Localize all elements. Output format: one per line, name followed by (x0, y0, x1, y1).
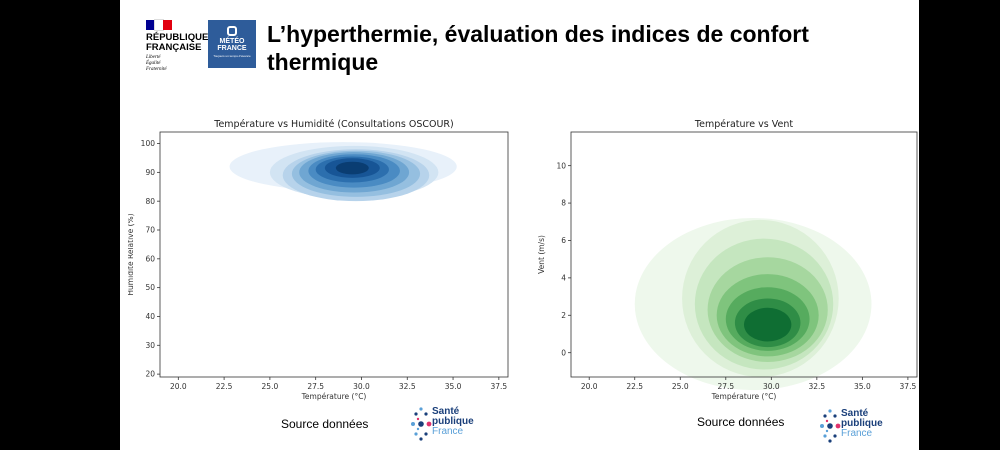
logo-mf-tagline: Toujours un temps d’avance (213, 54, 251, 58)
chart-temperature-vs-wind: Température vs Vent 20.0 22.5 25.0 27.5 30.0 3… (538, 119, 918, 401)
logo-dot (823, 414, 827, 418)
meteo-france-logo: MÉTÉO FRANCE Toujours un temps d’avance (208, 20, 256, 68)
x-tick-label: 22.5 (216, 382, 233, 391)
y-tick-label: 0 (561, 348, 566, 357)
x-tick-label: 27.5 (717, 382, 734, 391)
republique-francaise-logo: RÉPUBLIQUE FRANÇAISE Liberté Égalité Fra… (146, 19, 212, 72)
y-tick-label: 2 (561, 311, 566, 320)
chart-title: Température vs Vent (694, 119, 793, 130)
y-tick-label: 10 (556, 161, 566, 170)
x-tick-label: 37.5 (900, 382, 917, 391)
logo-dot (416, 417, 420, 421)
logo-dot (833, 434, 837, 438)
logo-dot (424, 412, 428, 416)
logo-rf-line: RÉPUBLIQUE (146, 32, 209, 43)
x-tick-label: 35.0 (445, 382, 462, 391)
logo-dot (414, 432, 418, 436)
x-tick-label: 32.5 (808, 382, 825, 391)
x-tick-label: 27.5 (307, 382, 324, 391)
sante-publique-dots-icon (411, 407, 432, 441)
x-tick-label: 22.5 (626, 382, 643, 391)
x-tick-label: 20.0 (170, 382, 187, 391)
y-tick-label: 70 (145, 226, 155, 235)
x-tick-label: 25.0 (262, 382, 279, 391)
y-tick-label: 30 (145, 341, 155, 350)
logo-dot (426, 421, 432, 427)
logo-dot (828, 409, 832, 413)
logo-mf-line: FRANCE (217, 45, 247, 52)
sante-publique-dots-icon (820, 409, 841, 443)
logo-dot (820, 424, 824, 428)
tricolor-flag-icon (146, 19, 173, 31)
logo-dot (418, 421, 424, 427)
sante-publique-france-logo: Santé publique France (410, 406, 484, 442)
logo-dot (828, 439, 832, 443)
x-tick-label: 30.0 (353, 382, 370, 391)
logo-dot (827, 423, 833, 429)
y-tick-label: 8 (561, 199, 566, 208)
slide-title: L’hyperthermie, évaluation des indices d… (267, 21, 809, 75)
y-tick-label: 20 (145, 370, 155, 379)
chart-temperature-vs-humidity: Température vs Humidité (Consultations O… (128, 119, 509, 401)
x-tick-label: 32.5 (399, 382, 416, 391)
y-tick-label: 50 (145, 283, 155, 292)
logo-dot (416, 427, 420, 431)
logo-dot (411, 422, 415, 426)
plot-frame (159, 131, 509, 378)
x-tick-label: 20.0 (581, 382, 598, 391)
sante-publique-france-logo: Santé publique France (819, 408, 893, 444)
logo-rf-line: FRANÇAISE (146, 42, 202, 53)
logo-dot (835, 423, 841, 429)
y-tick-label: 40 (145, 312, 155, 321)
logo-rf-motto: Liberté Égalité Fraternité (146, 55, 167, 72)
x-tick-label: 30.0 (763, 382, 780, 391)
y-tick-label: 60 (145, 254, 155, 263)
y-tick-label: 90 (145, 168, 155, 177)
density-contour-level (744, 307, 792, 342)
x-axis-label: Température (°C) (301, 392, 367, 401)
logo-dot (424, 432, 428, 436)
logo-dot (419, 407, 423, 411)
x-tick-label: 25.0 (672, 382, 689, 391)
y-tick-label: 80 (145, 197, 155, 206)
density-contour-level (335, 161, 369, 175)
y-axis-label: Vent (m/s) (538, 235, 546, 274)
x-tick-label: 35.0 (854, 382, 871, 391)
chart-title: Température vs Humidité (Consultations O… (213, 119, 453, 130)
slide: RÉPUBLIQUE FRANÇAISE Liberté Égalité Fra… (120, 0, 919, 450)
y-axis-label: Humidité Relative (%) (128, 213, 135, 295)
logo-dot (414, 412, 418, 416)
logo-dot (825, 419, 829, 423)
y-tick-label: 100 (141, 139, 156, 148)
y-tick-label: 6 (561, 236, 566, 245)
x-tick-label: 37.5 (490, 382, 507, 391)
logo-dot (419, 437, 423, 441)
source-label: Source données (281, 417, 369, 431)
meteo-france-mark-icon (227, 26, 237, 36)
logo-mf-line: MÉTÉO (219, 38, 245, 45)
x-axis-label: Température (°C) (711, 392, 777, 401)
logo-dot (825, 429, 829, 433)
logo-dot (823, 434, 827, 438)
y-tick-label: 4 (561, 273, 566, 282)
source-label: Source données (697, 415, 785, 429)
plot-frame (570, 131, 918, 378)
logo-dot (833, 414, 837, 418)
